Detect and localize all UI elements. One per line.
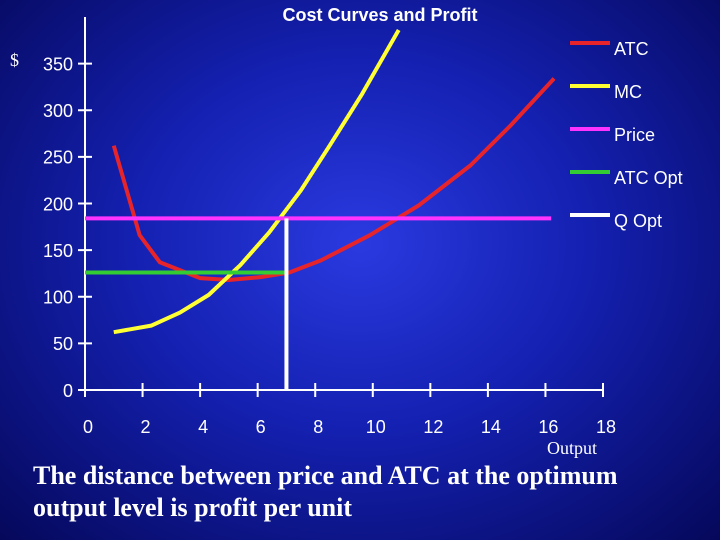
y-tick-label: 100 — [43, 288, 73, 308]
y-tick-label: 200 — [43, 194, 73, 214]
y-tick-label: 300 — [43, 101, 73, 121]
x-tick-label: 18 — [596, 417, 616, 437]
x-tick-label: 0 — [83, 417, 93, 437]
series-line — [111, 77, 556, 282]
x-tick-label: 2 — [141, 417, 151, 437]
y-tick-label: 150 — [43, 241, 73, 261]
x-tick-label: 4 — [198, 417, 208, 437]
x-tick-label: 8 — [313, 417, 323, 437]
legend-label: Price — [614, 125, 655, 145]
x-tick-label: 14 — [481, 417, 501, 437]
caption: The distance between price and ATC at th… — [33, 461, 618, 522]
x-tick-label: 10 — [366, 417, 386, 437]
series-line — [113, 29, 401, 335]
y-tick-label: 0 — [63, 381, 73, 401]
x-tick-label: 16 — [538, 417, 558, 437]
legend-label: ATC Opt — [614, 168, 683, 188]
y-tick-label: 50 — [53, 334, 73, 354]
x-tick-label: 6 — [256, 417, 266, 437]
chart-title: Cost Curves and Profit — [282, 5, 477, 25]
x-axis-label: Output — [547, 438, 597, 458]
legend-label: Q Opt — [614, 211, 662, 231]
y-axis-label: $ — [10, 50, 19, 70]
y-tick-label: 350 — [43, 54, 73, 74]
y-tick-label: 250 — [43, 148, 73, 168]
legend-label: ATC — [614, 39, 649, 59]
x-tick-label: 12 — [423, 417, 443, 437]
legend-label: MC — [614, 82, 642, 102]
